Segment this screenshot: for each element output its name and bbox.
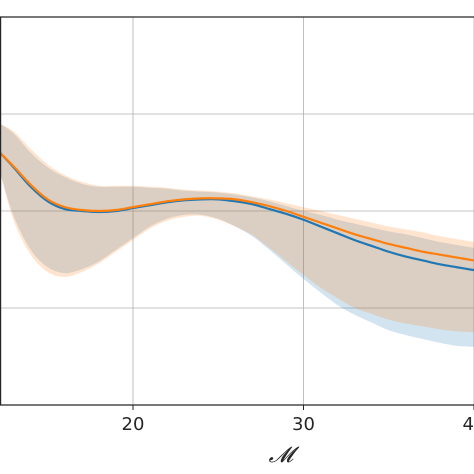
tick-labels: 20 30 40	[122, 414, 474, 435]
confidence-bands	[0, 123, 474, 347]
series-line-2	[0, 152, 474, 262]
x-tick-label: 30	[292, 414, 315, 435]
series-band-2	[0, 123, 474, 333]
series-band-1	[0, 123, 474, 347]
axes	[0, 16, 474, 410]
series-line-1	[0, 152, 474, 272]
x-axis-label: 𝓜	[269, 443, 300, 468]
series-lines	[0, 152, 474, 272]
x-tick-label: 20	[122, 414, 145, 435]
x-tick-label: 40	[463, 414, 474, 435]
